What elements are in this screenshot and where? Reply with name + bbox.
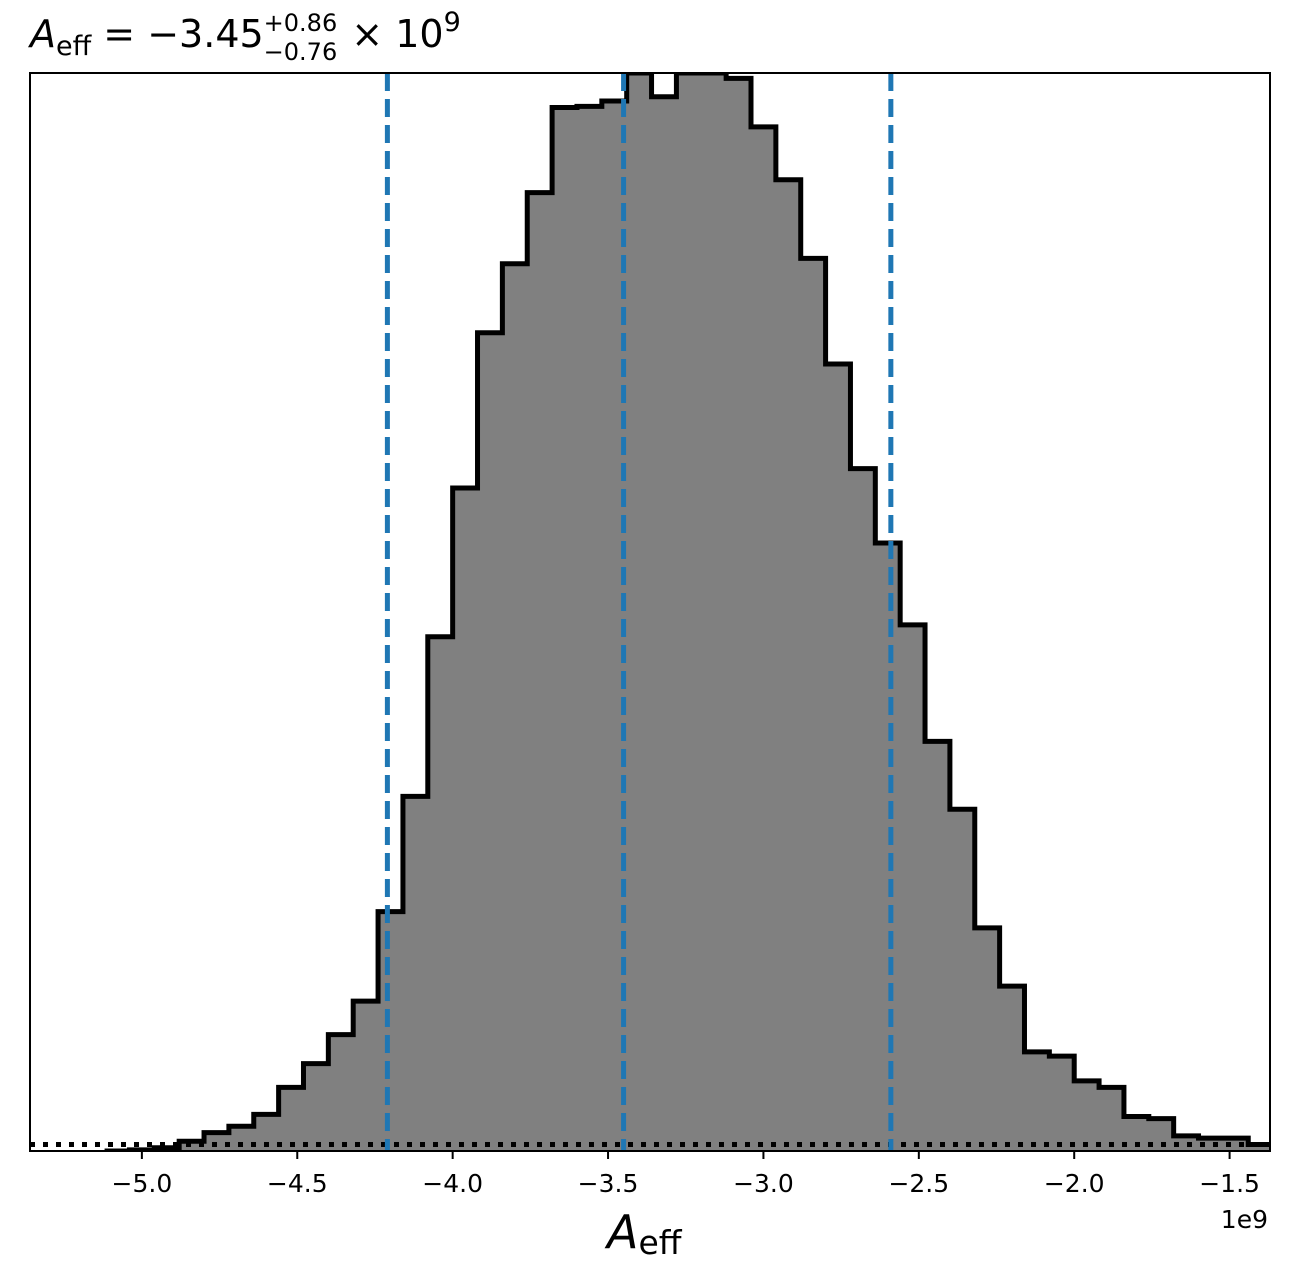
histogram-bar [452, 488, 479, 1151]
x-tick-label: −3.5 [578, 1169, 639, 1198]
x-tick-label: −2.5 [888, 1169, 949, 1198]
x-tick-label: −1.5 [1199, 1169, 1260, 1198]
histogram-bar [179, 1141, 205, 1151]
histogram-bar [850, 468, 876, 1151]
histogram-bar [1248, 1144, 1270, 1151]
histogram-bar [974, 927, 1001, 1151]
histogram-bar [278, 1087, 305, 1151]
axes-frame [29, 72, 1271, 1152]
x-tick-label: −4.5 [267, 1169, 328, 1198]
chart-title: Aeff = −3.45+0.86 −0.76 × 109 [27, 7, 461, 66]
histogram-bar [1074, 1080, 1100, 1151]
x-axis-label: Aeff [604, 1205, 683, 1262]
x-axis-label-sub: eff [638, 1223, 682, 1262]
title-symbol: A [27, 12, 56, 56]
title-upper-error: +0.86 [264, 9, 338, 37]
histogram-bar [477, 332, 503, 1151]
histogram-bar [1049, 1056, 1075, 1151]
histogram-bar [726, 78, 752, 1151]
interval-lines [384, 73, 894, 1151]
histogram-bar [676, 73, 702, 1151]
x-axis-offset-label: 1e9 [1221, 1205, 1268, 1234]
histogram-bar [1223, 1138, 1249, 1151]
histogram-bar [875, 543, 901, 1151]
histogram-bar [228, 1126, 255, 1151]
title-exponent: 9 [444, 7, 461, 38]
histogram-bar [626, 73, 653, 1151]
histogram-bar [1198, 1138, 1224, 1151]
histogram-bar [949, 809, 976, 1151]
histogram-bar [576, 106, 603, 1151]
title-lower-error: −0.76 [264, 38, 338, 66]
x-tick-label: −2.0 [1044, 1169, 1105, 1198]
histogram-bar [651, 96, 678, 1151]
histogram-bar [800, 258, 827, 1151]
histogram-bar [527, 192, 553, 1151]
histogram-bar [925, 741, 951, 1151]
histogram-bar [402, 796, 429, 1151]
histogram-bar [825, 364, 852, 1151]
histogram-bar [1024, 1051, 1050, 1151]
histogram-bar [328, 1034, 354, 1151]
histogram-bar [900, 624, 926, 1151]
histogram-bar [1099, 1087, 1125, 1151]
x-tick-label: −4.0 [422, 1169, 483, 1198]
plot-area [30, 73, 1289, 1151]
x-tick-label: −3.0 [733, 1169, 794, 1198]
histogram-bar [1273, 1145, 1289, 1151]
title-times: × 10 [339, 12, 443, 56]
histogram-bar [775, 179, 802, 1151]
histogram-outline [104, 73, 1270, 1151]
histogram-bar [751, 126, 777, 1151]
histogram-bar [502, 263, 528, 1151]
histogram-bar [552, 107, 578, 1151]
histogram-bar [427, 636, 454, 1151]
histogram-bar [378, 911, 404, 1151]
histogram-bar [353, 1001, 379, 1151]
histogram-bar [701, 73, 727, 1151]
histogram-bar [999, 986, 1026, 1151]
x-axis-ticks: −5.0 −4.5 −4.0 −3.5 −3.0 −2.5 −2.0 −1.5 [112, 1151, 1260, 1198]
histogram-bar [204, 1132, 230, 1151]
title-value: = −3.45 [91, 12, 263, 56]
x-tick-label: −5.0 [112, 1169, 173, 1198]
histogram-bar [1173, 1135, 1200, 1151]
histogram-bar [303, 1063, 329, 1151]
x-axis-label-symbol: A [604, 1205, 638, 1259]
title-symbol-sub: eff [56, 31, 93, 62]
